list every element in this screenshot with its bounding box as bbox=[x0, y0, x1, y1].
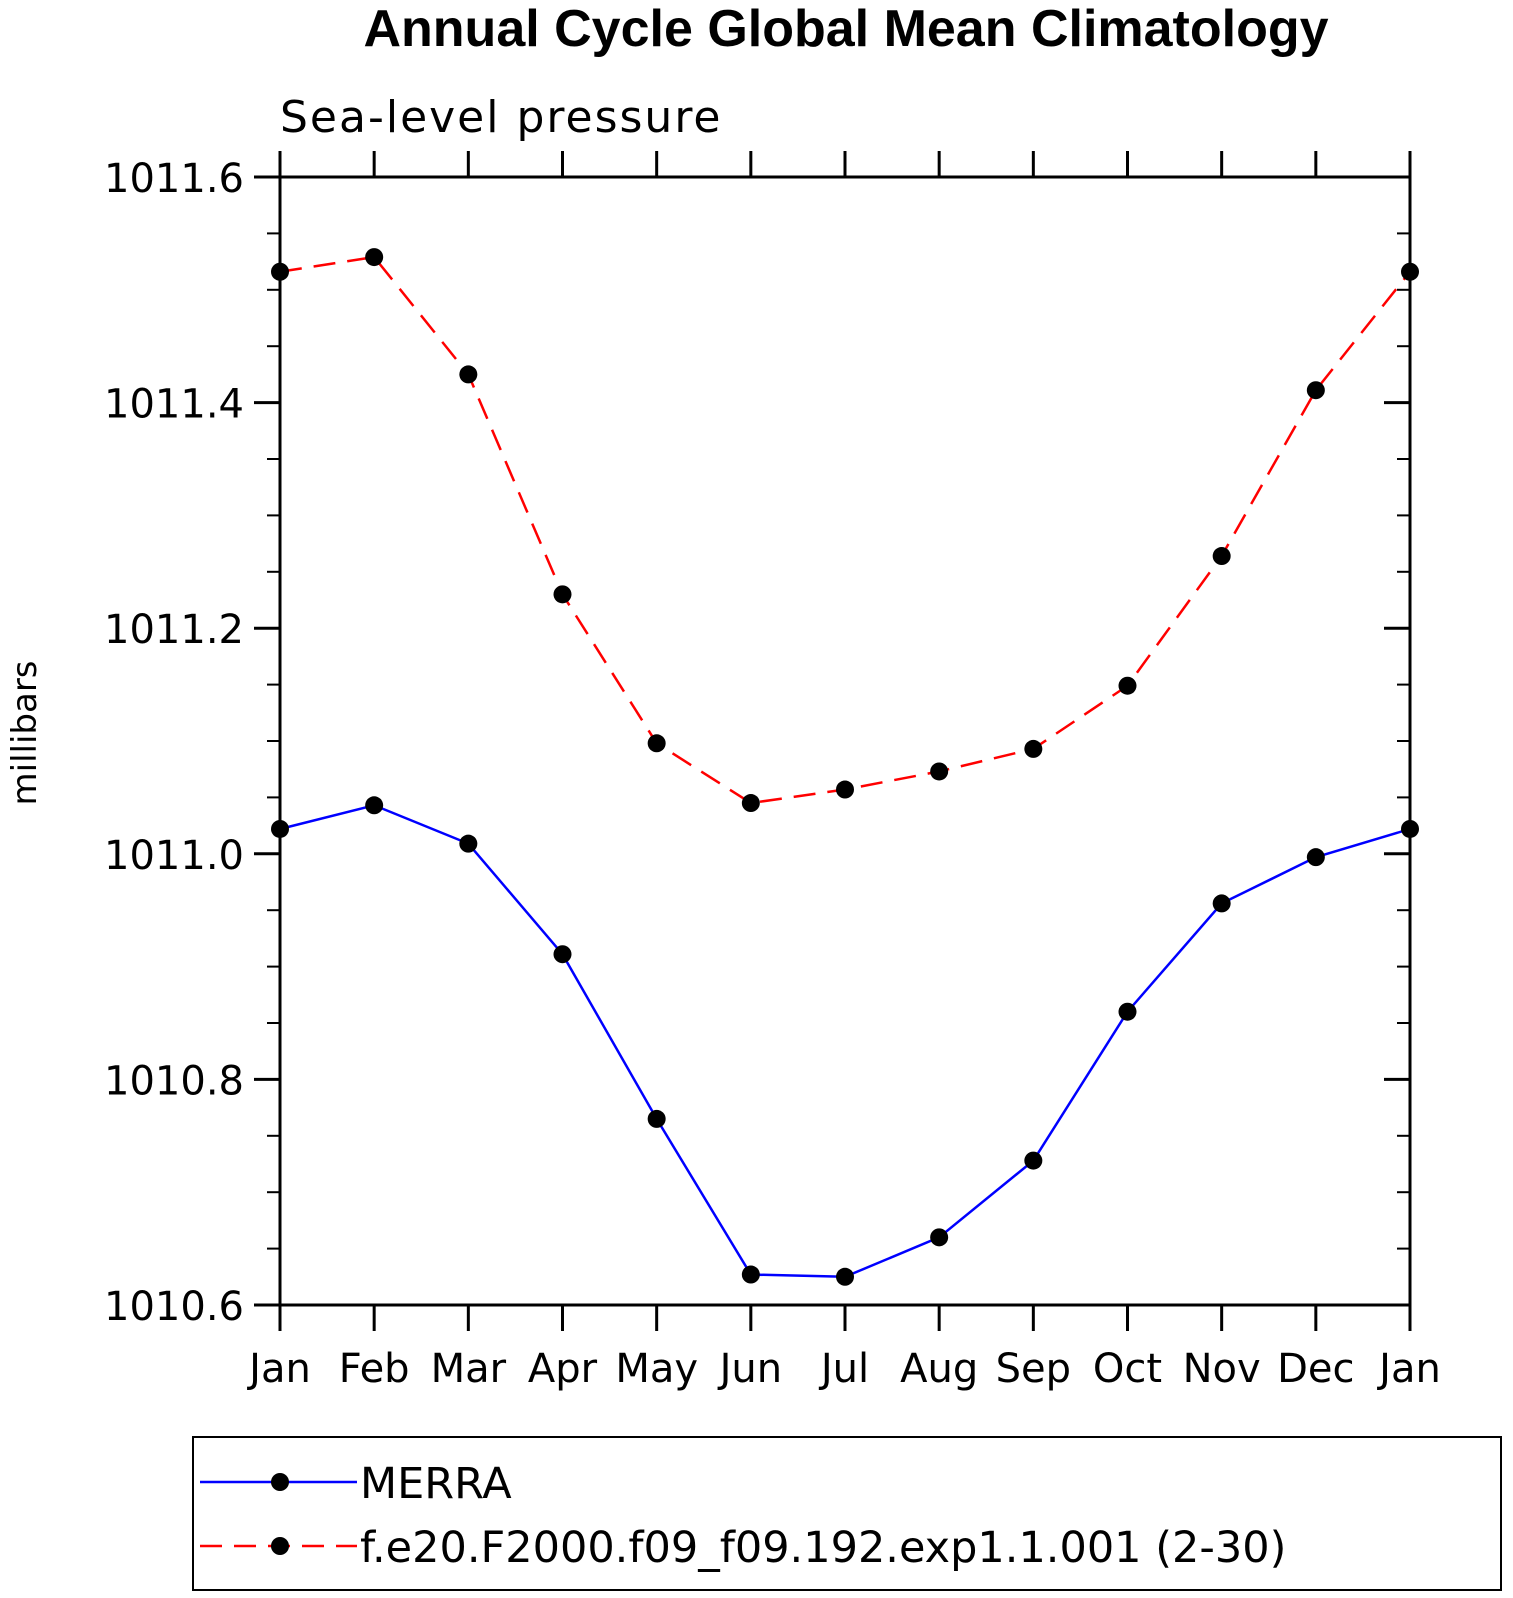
data-point bbox=[1024, 739, 1043, 758]
data-point bbox=[930, 762, 949, 781]
y-axis-label: millibars bbox=[5, 660, 45, 805]
legend-label: f.e20.F2000.f09_f09.192.exp1.1.001 (2-30… bbox=[360, 1523, 1286, 1573]
x-tick-label: Jul bbox=[818, 1346, 869, 1392]
x-tick-label: Apr bbox=[528, 1346, 598, 1392]
legend-box bbox=[192, 1436, 1502, 1591]
data-point bbox=[1118, 676, 1137, 695]
plot-frame bbox=[278, 175, 1412, 1307]
y-tick-label: 1011.4 bbox=[104, 382, 244, 428]
series-line-1 bbox=[279, 255, 1411, 805]
data-point bbox=[741, 794, 760, 813]
data-point bbox=[647, 734, 666, 753]
legend: MERRA f.e20.F2000.f09_f09.192.exp1.1.001 … bbox=[192, 1436, 1502, 1591]
x-tick-label: Dec bbox=[1277, 1346, 1354, 1392]
y-tick-label: 1010.8 bbox=[104, 1058, 244, 1104]
x-tick-label: May bbox=[615, 1346, 698, 1392]
data-point bbox=[1212, 547, 1231, 566]
x-tick-label: Jan bbox=[246, 1346, 311, 1392]
data-point bbox=[836, 1267, 854, 1286]
data-point bbox=[836, 780, 854, 799]
x-tick-label: Oct bbox=[1093, 1346, 1162, 1392]
x-tick-label: Mar bbox=[431, 1346, 507, 1392]
data-point bbox=[365, 796, 384, 815]
data-point bbox=[741, 1265, 760, 1284]
x-tick-label: Jun bbox=[717, 1346, 783, 1392]
data-point bbox=[1024, 1151, 1043, 1170]
series-line-0 bbox=[279, 803, 1411, 1279]
data-point bbox=[1306, 381, 1325, 400]
y-tick-label: 1010.6 bbox=[104, 1284, 244, 1330]
x-tick-label: Feb bbox=[339, 1346, 410, 1392]
x-tick-label: Jan bbox=[1376, 1346, 1441, 1392]
y-tick-label: 1011.2 bbox=[104, 607, 244, 653]
data-point bbox=[459, 834, 478, 853]
data-point bbox=[1306, 848, 1325, 867]
data-point bbox=[459, 365, 478, 384]
data-point bbox=[553, 945, 572, 964]
legend-marker bbox=[271, 1473, 289, 1491]
legend-label: MERRA bbox=[360, 1459, 512, 1509]
data-point bbox=[365, 248, 384, 267]
data-point bbox=[1118, 1002, 1137, 1021]
data-point bbox=[1212, 894, 1231, 913]
y-tick-label: 1011.6 bbox=[104, 156, 244, 202]
chart-subtitle: Sea-level pressure bbox=[280, 92, 723, 143]
x-tick-label: Nov bbox=[1183, 1346, 1261, 1392]
plot-series bbox=[271, 248, 1419, 1286]
data-point bbox=[930, 1228, 949, 1247]
y-tick-label: 1011.0 bbox=[104, 833, 244, 879]
axis-ticks bbox=[254, 151, 1412, 1331]
chart-title: Annual Cycle Global Mean Climatology bbox=[363, 0, 1328, 58]
x-tick-label: Aug bbox=[900, 1346, 978, 1392]
data-point bbox=[553, 585, 572, 604]
x-tick-label: Sep bbox=[996, 1346, 1071, 1392]
axis-labels: Jan Feb Mar Apr May Jun Jul Aug Sep Oct Nov Dec Jan1… bbox=[104, 156, 1441, 1392]
legend-marker bbox=[271, 1537, 289, 1555]
data-point bbox=[647, 1109, 666, 1128]
